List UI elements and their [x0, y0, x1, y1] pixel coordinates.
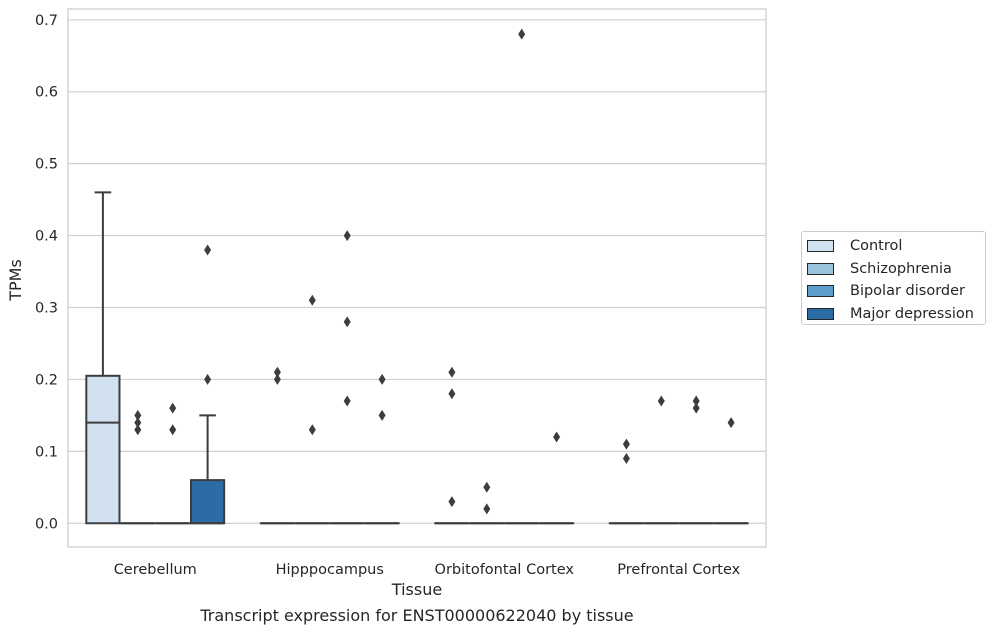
outlier-point — [483, 481, 491, 493]
outlier-point — [448, 366, 456, 378]
box-major-depression — [713, 417, 749, 525]
outlier-point — [204, 244, 212, 256]
box-body — [85, 374, 121, 525]
outlier-point — [343, 316, 351, 328]
box-schizophrenia — [120, 409, 156, 525]
box-major-depression — [539, 431, 575, 525]
outlier-point — [273, 366, 281, 378]
legend: Control Schizophrenia Bipolar disorder Majo… — [801, 231, 986, 325]
legend-label: Control — [850, 238, 903, 255]
grid-lines — [68, 19, 766, 524]
legend-swatch — [807, 307, 834, 320]
legend-item: Schizophrenia — [807, 258, 985, 281]
y-tick-labels: 0.0 0.1 0.2 0.3 0.4 0.5 0.6 0.7 — [35, 13, 58, 532]
y-tick-label: 0.4 — [35, 229, 58, 245]
outlier-point — [553, 431, 561, 443]
plot-marks — [85, 28, 749, 525]
box-major-depression — [190, 244, 226, 525]
outlier-point — [308, 424, 316, 436]
y-tick-label: 0.6 — [35, 85, 58, 101]
legend-item: Major depression — [807, 303, 985, 326]
outlier-point — [622, 453, 630, 465]
box-control — [259, 366, 295, 525]
box-bipolar-disorder — [155, 402, 191, 525]
outlier-point — [448, 496, 456, 508]
y-tick-label: 0.2 — [35, 372, 58, 388]
y-axis-label: TPMs — [6, 259, 25, 302]
y-tick-label: 0.3 — [35, 300, 58, 316]
outlier-point — [169, 424, 177, 436]
legend-swatch — [807, 262, 834, 275]
x-tick-labels: Cerebellum Hipppocampus Orbitofontal Corte… — [114, 562, 741, 578]
chart-caption: Transcript expression for ENST0000062204… — [200, 606, 634, 625]
box-schizophrenia — [294, 294, 330, 525]
box-bipolar-disorder — [504, 28, 540, 525]
legend-item: Bipolar disorder — [807, 280, 985, 303]
box-control — [85, 191, 121, 525]
outlier-point — [308, 294, 316, 306]
outlier-point — [204, 373, 212, 385]
x-tick-label: Orbitofontal Cortex — [435, 562, 575, 578]
x-axis-label: Tissue — [391, 580, 442, 599]
plot-frame — [67, 8, 767, 548]
x-tick-label: Cerebellum — [114, 562, 197, 578]
legend-label: Schizophrenia — [850, 260, 952, 277]
outlier-point — [169, 402, 177, 414]
outlier-point — [448, 388, 456, 400]
legend-item: Control — [807, 235, 985, 258]
y-tick-label: 0.7 — [35, 13, 58, 29]
legend-label: Major depression — [850, 305, 974, 322]
box-bipolar-disorder — [329, 230, 365, 525]
outlier-point — [518, 28, 526, 40]
y-tick-label: 0.1 — [35, 444, 58, 460]
legend-swatch — [807, 240, 834, 253]
outlier-point — [657, 395, 665, 407]
outlier-point — [343, 395, 351, 407]
outlier-point — [483, 503, 491, 515]
outlier-point — [134, 417, 142, 429]
box-major-depression — [364, 373, 400, 525]
y-tick-label: 0.5 — [35, 157, 58, 173]
box-control — [434, 366, 470, 525]
outlier-point — [273, 373, 281, 385]
x-tick-label: Prefrontal Cortex — [617, 562, 740, 578]
outlier-point — [134, 424, 142, 436]
box-control — [608, 438, 644, 525]
outlier-point — [622, 438, 630, 450]
outlier-point — [378, 373, 386, 385]
y-tick-label: 0.0 — [35, 516, 58, 532]
outlier-point — [692, 395, 700, 407]
x-tick-label: Hipppocampus — [276, 562, 384, 578]
outlier-point — [692, 402, 700, 414]
legend-swatch — [807, 285, 834, 298]
outlier-point — [727, 417, 735, 429]
outlier-point — [134, 409, 142, 421]
box-schizophrenia — [469, 481, 505, 525]
outlier-point — [343, 230, 351, 242]
outlier-point — [378, 409, 386, 421]
box-schizophrenia — [643, 395, 679, 525]
box-body — [190, 479, 226, 525]
legend-label: Bipolar disorder — [850, 283, 965, 300]
box-bipolar-disorder — [678, 395, 714, 525]
